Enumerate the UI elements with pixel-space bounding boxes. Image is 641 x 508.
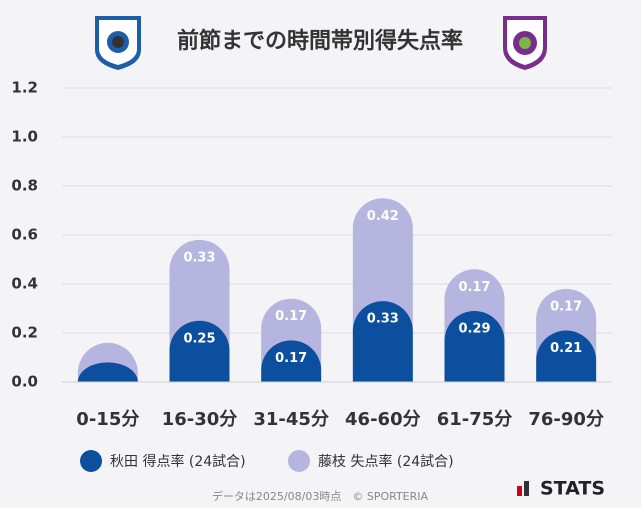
branding: STATS [540,478,605,500]
x-tick-label: 0-15分 [76,409,139,430]
bar-segment [261,340,322,382]
data-label: 0.17 [550,299,582,314]
data-label: 0.17 [458,280,490,295]
data-label: 0.21 [550,341,582,356]
bar-segment [77,362,138,382]
team-logo-right [503,16,547,70]
y-tick-label: 0.2 [11,324,38,342]
data-label: 0.33 [183,250,215,265]
bar-segment [536,330,597,382]
x-tick-label: 16-30分 [162,409,238,430]
bar-segment [352,301,413,382]
y-tick-label: 1.2 [11,79,38,97]
x-tick-label: 31-45分 [253,409,329,430]
data-label: 0.42 [367,209,399,224]
y-tick-label: 0.8 [11,177,38,195]
x-tick-label: 61-75分 [437,409,513,430]
y-tick-label: 0.6 [11,226,38,244]
chart-title: 前節までの時間帯別得失点率 [177,28,463,54]
plot: 0.0 0.2 0.4 0.6 0.8 1.0 1.2 0-15分 16-30分 0.25 0.33… [11,79,612,472]
bar-segment [444,310,505,382]
x-tick-label: 76-90分 [528,409,604,430]
data-label: 0.29 [458,321,490,336]
y-tick-label: 0.4 [11,275,38,293]
legend-marker [288,450,310,472]
bar-segment [169,239,230,351]
legend-label: 藤枝 失点率 (24試合) [318,453,454,470]
data-label: 0.25 [183,331,215,346]
team-logo-left [95,16,141,70]
data-label: 0.33 [367,312,399,327]
bar-segment [169,320,230,382]
branding-logo: STATS [517,478,605,500]
data-label: 0.17 [275,309,307,324]
footer: データは2025/08/03時点 © SPORTERIA [212,489,429,503]
y-tick-label: 1.0 [11,128,38,146]
legend-marker [80,450,102,472]
data-label: 0.17 [275,351,307,366]
bar-segment [352,198,413,332]
y-tick-label: 0.0 [11,373,38,391]
x-tick-label: 46-60分 [345,409,421,430]
legend-label: 秋田 得点率 (24試合) [110,453,246,470]
